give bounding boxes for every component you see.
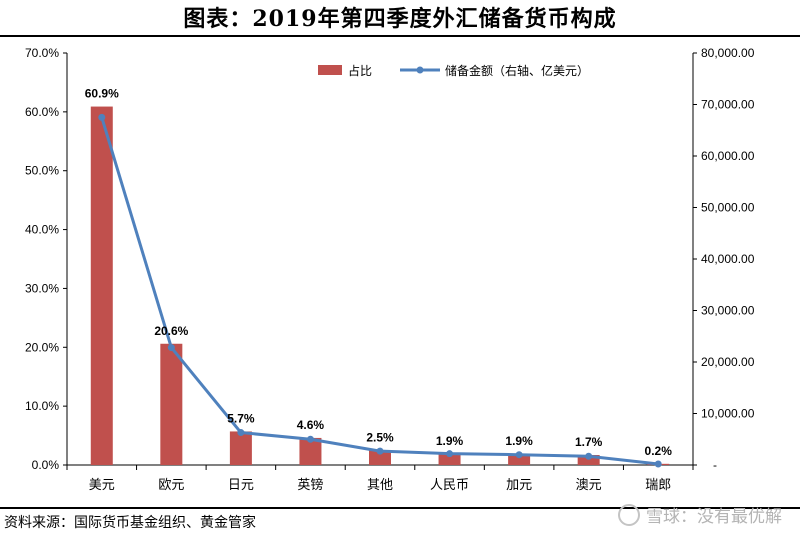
x-category-label: 欧元 xyxy=(158,478,184,493)
legend-bar-label: 占比 xyxy=(348,63,372,78)
reserve-amount-point xyxy=(515,451,523,459)
x-category-label: 英镑 xyxy=(297,477,323,493)
bar-share xyxy=(229,431,252,465)
x-category-label: 其他 xyxy=(367,478,393,493)
bar-share xyxy=(90,106,113,465)
bar-data-label: 1.9% xyxy=(436,434,464,448)
y-left-tick-label: 0.0% xyxy=(32,458,60,472)
axes-layer: 0.0% 10.0% 20.0% 30.0% 40.0% 50.0% 60.0% 70.0% -… xyxy=(25,46,755,493)
legend-bar-swatch xyxy=(318,65,342,75)
source-divider xyxy=(0,507,800,509)
y-left-tick-label: 30.0% xyxy=(25,281,59,295)
reserve-amount-point xyxy=(167,344,175,352)
y-right-tick-label: 30,000.00 xyxy=(701,304,755,318)
bar-data-label: 4.6% xyxy=(297,418,325,432)
labels-layer: 60.9% 20.6% 5.7% 4.6% 2.5% 1.9% 1.9% 1.7% 0.2% xyxy=(85,87,672,458)
reserve-amount-point xyxy=(376,447,384,455)
y-right-tick-label: 50,000.00 xyxy=(701,201,755,215)
bar-data-label: 1.9% xyxy=(505,434,533,448)
x-category-label: 美元 xyxy=(89,478,115,493)
title-divider xyxy=(0,35,800,37)
x-category-label: 瑞郎 xyxy=(645,478,671,493)
legend-line-marker xyxy=(416,66,424,74)
y-right-tick-label: 60,000.00 xyxy=(701,149,755,163)
bar-data-label: 60.9% xyxy=(85,87,119,101)
y-right-tick-label: 10,000.00 xyxy=(701,407,755,421)
bar-share xyxy=(577,454,600,465)
y-right-tick-label: 40,000.00 xyxy=(701,252,755,266)
y-left-tick-label: 20.0% xyxy=(25,340,59,354)
bars-layer xyxy=(90,106,670,465)
reserve-amount-point xyxy=(585,452,593,460)
y-right-tick-label: 70,000.00 xyxy=(701,98,755,112)
bar-data-label: 0.2% xyxy=(645,444,673,458)
source-note: 资料来源：国际货币基金组织、黄金管家 xyxy=(4,515,256,531)
y-left-tick-label: 70.0% xyxy=(25,46,59,60)
y-left-tick-label: 10.0% xyxy=(25,399,59,413)
legend-line-label: 储备金额（右轴、亿美元） xyxy=(445,63,589,78)
bar-share xyxy=(508,453,531,465)
chart-title: 图表：2019年第四季度外汇储备货币构成 xyxy=(183,6,617,32)
x-category-label: 加元 xyxy=(506,478,532,493)
bar-share xyxy=(299,437,322,465)
y-right-tick-label: - xyxy=(713,458,717,472)
x-category-label: 日元 xyxy=(228,478,254,493)
chart-legend: 占比 储备金额（右轴、亿美元） xyxy=(318,63,589,78)
reserve-amount-point xyxy=(306,435,314,443)
watermark: 雪球：没有最优解 xyxy=(618,502,782,527)
line-layer xyxy=(98,113,662,468)
y-left-tick-label: 60.0% xyxy=(25,105,59,119)
y-right-tick-label: 80,000.00 xyxy=(701,46,755,60)
bar-share xyxy=(369,450,391,465)
reserve-amount-line xyxy=(100,116,659,466)
y-left-tick-label: 50.0% xyxy=(25,164,59,178)
bar-data-label: 20.6% xyxy=(154,324,188,338)
chart-area: 0.0% 10.0% 20.0% 30.0% 40.0% 50.0% 60.0% 70.0% -… xyxy=(25,46,755,493)
bar-share xyxy=(160,343,183,465)
bar-share xyxy=(438,453,461,465)
x-category-label: 人民币 xyxy=(430,478,469,493)
bar-data-label: 1.7% xyxy=(575,435,603,449)
x-category-label: 澳元 xyxy=(576,477,602,493)
reserve-amount-point xyxy=(237,429,245,437)
snowball-logo-icon xyxy=(618,503,640,526)
watermark-text: 雪球：没有最优解 xyxy=(646,507,782,527)
y-right-tick-label: 20,000.00 xyxy=(701,355,755,369)
reserve-amount-point xyxy=(446,450,454,458)
bar-data-label: 5.7% xyxy=(227,411,255,425)
y-left-tick-label: 40.0% xyxy=(25,223,59,237)
reserve-amount-point xyxy=(98,113,106,121)
reserve-amount-point xyxy=(654,460,662,468)
bar-data-label: 2.5% xyxy=(366,430,394,444)
